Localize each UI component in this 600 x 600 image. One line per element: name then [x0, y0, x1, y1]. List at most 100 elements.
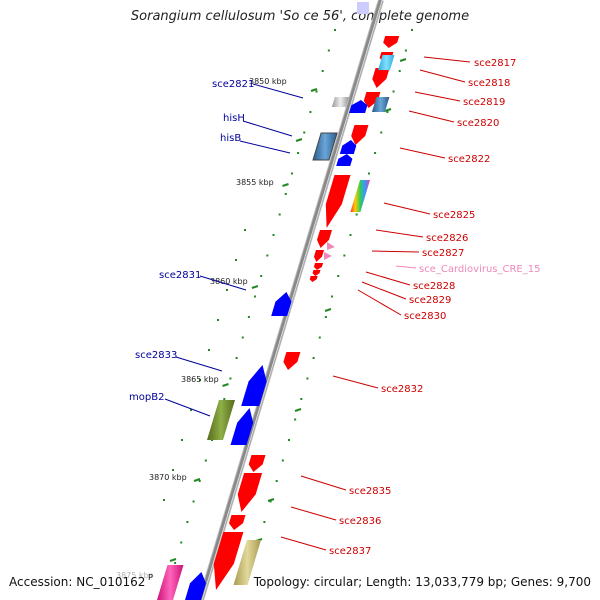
feature-block: [312, 132, 338, 161]
leader-line-sce2833: [175, 356, 223, 372]
reverse-gene: [349, 100, 368, 113]
ncrna-block: [378, 55, 395, 70]
track-tick: [267, 498, 275, 502]
track-dot-far-left: [235, 259, 237, 261]
reverse-gene: [339, 140, 357, 154]
track-dot-right: [300, 398, 303, 400]
forward-gene: [314, 250, 324, 262]
track-dot-right: [386, 111, 389, 113]
top-marker: [357, 2, 369, 14]
forward-gene: [312, 270, 321, 276]
track-dot-right: [343, 254, 346, 257]
track-dot-right: [331, 295, 334, 298]
gene-label-sce2835: sce2835: [349, 486, 391, 497]
track-dot-right: [411, 29, 413, 31]
scale-label: 3865 kbp: [181, 375, 219, 384]
track-dot-right: [337, 275, 340, 277]
forward-gene: [372, 68, 390, 88]
track-dot-left: [266, 254, 269, 257]
leader-line-sce2827: [371, 250, 420, 253]
track-dot-far-left: [208, 349, 210, 351]
promoter-label: P: [148, 573, 153, 582]
track-dot-far-left: [199, 379, 201, 381]
track-dot-right: [263, 521, 266, 523]
gene-label-sce2836: sce2836: [339, 516, 381, 527]
scale-tick: [193, 478, 201, 482]
track-dot-right: [318, 336, 321, 339]
track-dot-left: [241, 336, 244, 339]
forward-gene: [309, 276, 318, 282]
leader-line-sce2817: [423, 56, 471, 63]
leader-line-sce2830: [357, 289, 402, 316]
leader-line-sce2821: [252, 83, 304, 99]
track-tick: [324, 308, 332, 312]
track-dot-far-left: [190, 409, 192, 411]
gene-label-sce2817: sce2817: [474, 58, 516, 69]
accession-text: Accession: NC_010162: [9, 575, 146, 589]
forward-gene: [229, 515, 246, 530]
forward-gene: [213, 532, 244, 590]
track-dot-left: [247, 316, 250, 318]
track-dot-left: [278, 213, 281, 216]
reverse-gene: [185, 572, 206, 600]
gene-label-hisB: hisB: [220, 133, 241, 144]
track-dot-left: [284, 193, 287, 195]
ncrna-marker: [324, 252, 332, 260]
gene-label-hisH: hisH: [223, 113, 245, 124]
gene-label-sce2827: sce2827: [422, 248, 464, 259]
leader-line-mopB2: [164, 398, 211, 417]
track-dot-left: [174, 562, 177, 564]
gene-label-sce2831: sce2831: [159, 270, 201, 281]
track-dot-right: [288, 439, 290, 441]
track-dot-far-left: [244, 229, 246, 231]
leader-line-hisB: [239, 140, 291, 154]
track-dot-right: [294, 418, 297, 421]
track-dot-left: [272, 234, 275, 236]
scale-tick: [295, 138, 303, 142]
leader-line-sce2822: [399, 147, 446, 159]
feature-block: [371, 97, 390, 112]
forward-gene: [283, 352, 301, 370]
gene-label-sce2830: sce2830: [404, 311, 446, 322]
track-dot-right: [312, 357, 315, 359]
track-dot-left: [204, 459, 207, 462]
scale-label: 3855 kbp: [236, 178, 274, 187]
gene-label-sce2833: sce2833: [135, 350, 177, 361]
gene-label-sce2826: sce2826: [426, 233, 468, 244]
feature-block: [157, 565, 184, 600]
leader-line-sce2832: [332, 375, 379, 389]
track-tick: [384, 108, 392, 112]
track-dot-left: [254, 295, 257, 298]
track-dot-left: [309, 111, 312, 113]
track-dot-left: [327, 49, 330, 52]
gene-label-sce2819: sce2819: [463, 97, 505, 108]
reverse-gene: [241, 365, 267, 406]
gene-label-sce2825: sce2825: [433, 210, 475, 221]
track-dot-left: [192, 500, 195, 503]
track-dot-left: [229, 377, 232, 380]
gene-label-sce2828: sce2828: [413, 281, 455, 292]
leader-line-sce2825: [383, 202, 431, 215]
leader-line-sce2818: [419, 69, 466, 83]
gene-label-sce2829: sce2829: [409, 295, 451, 306]
scale-tick: [169, 558, 177, 562]
gene-label-sce2821: sce2821: [212, 79, 254, 90]
gene-label-sce2837: sce2837: [329, 546, 371, 557]
reverse-gene: [230, 408, 254, 445]
forward-gene: [363, 92, 381, 108]
leader-line-sce_Cardiovirus_CRE_15: [395, 265, 417, 269]
track-dot-right: [269, 500, 272, 503]
feature-block: [233, 540, 261, 585]
track-dot-right: [398, 70, 401, 72]
forward-gene: [351, 125, 369, 145]
gene-label-sce2820: sce2820: [457, 118, 499, 129]
track-dot-right: [355, 213, 358, 216]
track-dot-left: [235, 357, 238, 359]
track-tick: [294, 408, 302, 412]
track-dot-far-left: [217, 319, 219, 321]
track-dot-far-left: [163, 499, 165, 501]
track-dot-right: [392, 90, 395, 93]
track-dot-right: [374, 152, 377, 154]
genome-title: Sorangium cellulosum 'So ce 56', complet…: [130, 9, 470, 24]
